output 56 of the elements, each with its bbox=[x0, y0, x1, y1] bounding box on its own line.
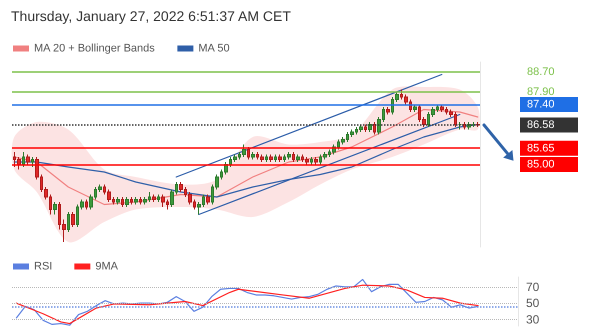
candlestick bbox=[251, 152, 255, 160]
candlestick bbox=[53, 202, 57, 215]
candlestick bbox=[359, 124, 363, 132]
y-tick-label: 85.65 bbox=[527, 142, 555, 154]
candlestick bbox=[242, 144, 246, 158]
candlestick bbox=[413, 104, 417, 112]
y-tick-label: 70 bbox=[526, 280, 540, 294]
candlestick bbox=[373, 122, 376, 135]
candlestick bbox=[71, 212, 75, 228]
candlestick bbox=[121, 196, 124, 208]
candlestick bbox=[440, 104, 444, 112]
candlestick bbox=[206, 194, 210, 205]
candlestick bbox=[296, 154, 300, 162]
candlestick bbox=[116, 196, 120, 205]
candlestick bbox=[274, 154, 277, 162]
candlestick bbox=[157, 194, 160, 202]
chart-title: Thursday, January 27, 2022 6:51:37 AM CET bbox=[11, 8, 292, 24]
line-series bbox=[16, 284, 479, 324]
y-tick-label: 50 bbox=[526, 296, 540, 310]
candlestick bbox=[458, 122, 462, 130]
legend-label: 9MA bbox=[95, 260, 119, 272]
candlestick bbox=[85, 199, 88, 210]
candlestick bbox=[278, 154, 282, 162]
candlestick bbox=[134, 196, 138, 205]
candlestick bbox=[386, 106, 390, 115]
candlestick bbox=[26, 154, 30, 165]
candlestick bbox=[152, 194, 156, 202]
legend-label: MA 20 + Bollinger Bands bbox=[34, 42, 156, 54]
candlestick bbox=[287, 152, 291, 160]
candlestick bbox=[161, 194, 165, 208]
candlestick bbox=[314, 156, 318, 165]
y-tick-label: 88.70 bbox=[527, 66, 555, 78]
candlestick bbox=[463, 122, 466, 130]
candlestick bbox=[310, 156, 313, 165]
legend-label: RSI bbox=[34, 260, 52, 272]
candlestick bbox=[22, 152, 25, 168]
candlestick bbox=[305, 156, 309, 165]
candlestick bbox=[364, 124, 367, 132]
candlestick bbox=[292, 152, 295, 162]
y-tick-label: 30 bbox=[526, 312, 540, 326]
legend-label: MA 50 bbox=[198, 42, 230, 54]
candlestick bbox=[265, 154, 268, 162]
candlestick bbox=[247, 146, 250, 160]
candlestick bbox=[269, 154, 273, 162]
line-series bbox=[16, 278, 479, 326]
y-tick-label: 86.58 bbox=[527, 119, 555, 131]
candlestick bbox=[125, 196, 129, 208]
candlestick bbox=[139, 196, 142, 205]
y-tick-label: 87.40 bbox=[527, 98, 555, 110]
y-tick-label: 87.90 bbox=[527, 86, 555, 98]
candlestick bbox=[130, 196, 133, 205]
candlestick bbox=[260, 154, 264, 162]
line-series bbox=[14, 108, 478, 206]
y-tick-label: 85.00 bbox=[527, 158, 555, 170]
candlestick bbox=[67, 212, 70, 232]
candlestick bbox=[31, 156, 34, 168]
